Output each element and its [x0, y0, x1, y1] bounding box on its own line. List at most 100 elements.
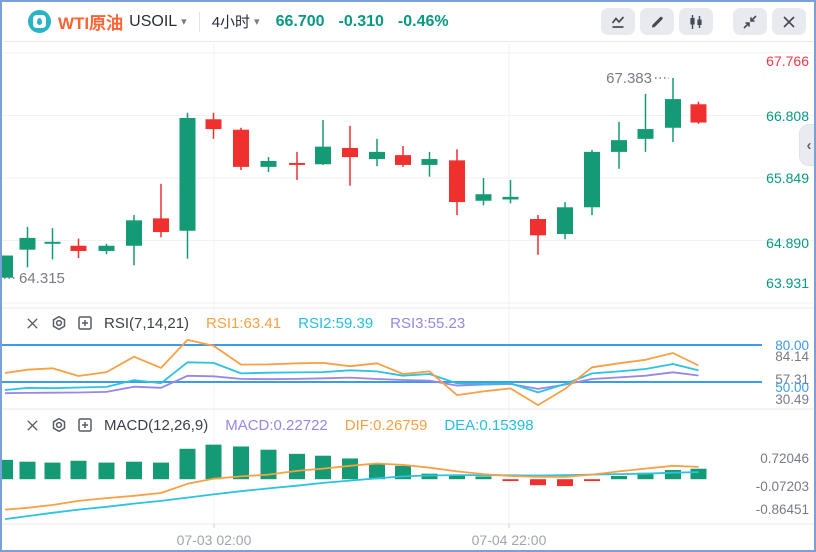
- macd-histogram-bar: [637, 472, 654, 480]
- macd-histogram-bar: [530, 479, 546, 486]
- symbol-dropdown-caret-icon[interactable]: ▾: [181, 16, 187, 28]
- candle-body: [126, 220, 142, 246]
- macd-maximize-icon[interactable]: [76, 417, 93, 434]
- candle-body: [421, 159, 438, 165]
- symbol-code[interactable]: USOIL: [129, 12, 178, 30]
- panel-collapse-handle[interactable]: ‹: [799, 124, 814, 166]
- toolbar-divider: [198, 11, 200, 32]
- candle-body: [2, 255, 13, 278]
- candle-body: [369, 151, 385, 160]
- macd-axis-label[interactable]: 0.72046: [760, 451, 809, 466]
- macd-histogram-bar: [179, 448, 196, 480]
- macd-histogram-bar: [557, 479, 573, 487]
- draw-pencil-icon: [652, 16, 663, 27]
- candle-body: [260, 161, 277, 167]
- rsi1-line: [4, 338, 699, 407]
- rsi3-value: RSI3:55.23: [390, 314, 466, 332]
- macd-histogram-bar: [233, 446, 249, 480]
- rsi-axis-label[interactable]: 80.00: [775, 338, 809, 353]
- dea-value: DEA:0.15398: [444, 416, 534, 434]
- candle-body: [70, 245, 87, 251]
- candle-body: [530, 219, 546, 236]
- low-price-annotation: 64.315: [19, 270, 65, 287]
- time-axis-label[interactable]: 07-03 02:00: [177, 532, 252, 548]
- rsi-close-icon[interactable]: [24, 315, 41, 332]
- macd-histogram-bar: [449, 474, 465, 480]
- symbol-name-cn: WTI原油: [58, 14, 124, 33]
- macd-histogram-bar: [665, 469, 681, 480]
- candle-body: [690, 104, 707, 123]
- macd-histogram-bar: [611, 475, 627, 480]
- rsi2-line: [4, 361, 699, 394]
- macd-close-icon[interactable]: [24, 417, 41, 434]
- candle-body: [153, 218, 169, 233]
- candle-body: [584, 151, 600, 208]
- macd-pane-header: MACD(12,26,9) MACD:0.22722 DIF:0.26759 D…: [24, 412, 534, 438]
- macd-histogram-bar: [690, 468, 707, 480]
- candle-body: [637, 129, 654, 139]
- rsi-axis-label[interactable]: 84.14: [775, 349, 809, 364]
- timeframe-dropdown-caret-icon[interactable]: ▾: [254, 16, 260, 28]
- collapse-chart-button[interactable]: [733, 8, 767, 35]
- timeframe-select[interactable]: 4小时: [211, 14, 251, 31]
- candle-body: [611, 140, 627, 152]
- candle-body: [44, 241, 61, 244]
- macd-value: MACD:0.22722: [225, 416, 328, 434]
- candle-body: [179, 117, 196, 231]
- candle-body: [557, 207, 573, 235]
- price-axis-label[interactable]: 66.808: [766, 108, 809, 124]
- rsi-settings-gear-icon[interactable]: [50, 315, 67, 332]
- candle-body: [395, 155, 411, 165]
- macd-histogram-bar: [315, 455, 331, 480]
- dif-value: DIF:0.26759: [344, 416, 428, 434]
- macd-histogram-bar: [584, 479, 600, 482]
- candle-body: [205, 119, 222, 130]
- macd-histogram-bar: [421, 473, 438, 480]
- macd-histogram-bar: [205, 444, 222, 480]
- close-icon: [783, 15, 795, 28]
- candle-body: [315, 146, 331, 165]
- high-price-annotation: 67.383: [606, 70, 652, 87]
- macd-pane-title: MACD(12,26,9): [104, 416, 209, 434]
- rsi-axis-label[interactable]: 30.49: [775, 392, 809, 407]
- candle-body: [289, 162, 305, 165]
- macd-histogram-bar: [289, 453, 305, 480]
- chart-style-button[interactable]: [679, 8, 713, 35]
- candle-body: [502, 196, 519, 200]
- time-axis-label[interactable]: 07-04 22:00: [472, 532, 547, 548]
- candlestick-icon: [690, 14, 702, 29]
- candle-body: [342, 147, 358, 158]
- macd-histogram-bar: [260, 449, 277, 480]
- price-axis-label[interactable]: 63.931: [766, 275, 809, 291]
- price-change-percent: -0.46%: [397, 12, 449, 30]
- rsi2-value: RSI2:59.39: [298, 314, 374, 332]
- price-axis-label[interactable]: 67.766: [766, 53, 809, 69]
- dif-line: [4, 462, 699, 511]
- candle-body: [665, 99, 681, 128]
- macd-histogram-bar: [369, 463, 385, 480]
- draw-button[interactable]: [640, 8, 674, 35]
- close-chart-button[interactable]: [772, 8, 806, 35]
- macd-histogram-bar: [98, 462, 115, 480]
- indicator-line-button[interactable]: [601, 8, 635, 35]
- last-price: 66.700: [275, 12, 325, 30]
- symbol-logo-icon: [28, 10, 51, 33]
- price-axis-label[interactable]: 64.890: [766, 235, 809, 251]
- macd-settings-gear-icon[interactable]: [50, 417, 67, 434]
- candle-body: [19, 237, 36, 250]
- rsi-axis-label[interactable]: 57.31: [775, 372, 809, 387]
- rsi-pane-header: RSI(7,14,21) RSI1:63.41 RSI2:59.39 RSI3:…: [24, 310, 465, 336]
- macd-histogram-bar: [44, 462, 61, 480]
- rsi1-value: RSI1:63.41: [206, 314, 282, 332]
- macd-axis-label[interactable]: -0.07203: [756, 479, 809, 494]
- macd-histogram-bar: [475, 476, 492, 480]
- macd-histogram-bar: [70, 460, 87, 480]
- macd-histogram-bar: [126, 461, 142, 480]
- macd-histogram-bar: [153, 462, 169, 480]
- rsi-maximize-icon[interactable]: [76, 315, 93, 332]
- rsi-axis-label[interactable]: 50.00: [775, 380, 809, 395]
- price-axis-label[interactable]: 65.849: [766, 170, 809, 186]
- macd-axis-label[interactable]: -0.86451: [756, 502, 809, 517]
